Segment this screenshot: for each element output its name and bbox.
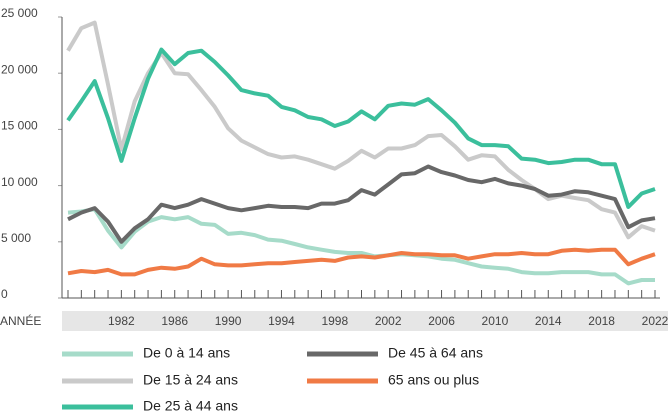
series-line [67,164,656,244]
legend-label: De 0 à 14 ans [143,345,230,361]
x-tick-label: 2006 [428,314,455,328]
legend-label: De 25 à 44 ans [143,398,238,414]
x-tick-label: 1994 [268,314,295,328]
y-tick-label: 10 000 [1,175,38,189]
x-tick-label: 2014 [535,314,562,328]
y-tick-label: 25 000 [1,6,38,20]
y-tick-label: 5 000 [1,231,31,245]
series-line [66,20,656,240]
legend-label: 65 ans ou plus [388,372,479,388]
x-tick-label: 1990 [215,314,242,328]
x-tick-label: 1998 [321,314,348,328]
y-tick-label: 15 000 [1,119,38,133]
x-axis-band [62,311,668,331]
series-line [67,207,655,286]
x-tick-label: 2018 [588,314,615,328]
x-tick-label: 1986 [161,314,188,328]
x-tick-label: 2010 [482,314,509,328]
x-tick-label: 2022 [642,314,668,328]
series-line [67,247,656,277]
series-line [66,47,656,209]
legend-label: De 45 à 64 ans [388,345,483,361]
x-tick-label: 1982 [108,314,135,328]
y-tick-label: 20 000 [1,62,38,76]
x-axis-label: ANNÉE [0,313,41,328]
x-tick-label: 2002 [375,314,402,328]
legend-label: De 15 à 24 ans [143,372,238,388]
y-tick-label: 0 [1,287,8,301]
